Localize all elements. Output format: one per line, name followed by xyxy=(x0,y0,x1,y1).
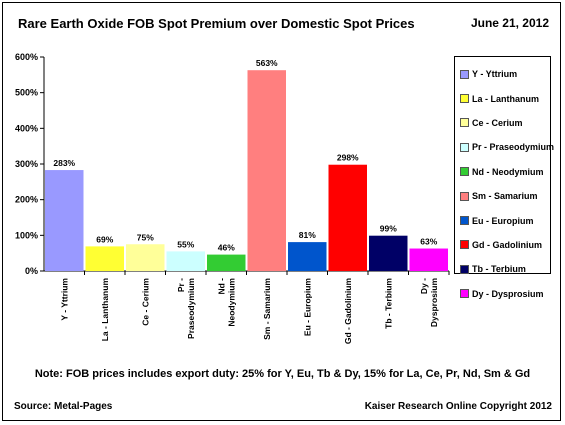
chart-date: June 21, 2012 xyxy=(470,16,549,30)
data-label: 46% xyxy=(218,243,235,253)
x-tick-label: Pr -Praseodymium xyxy=(176,278,196,339)
legend-label: Sm - Samarium xyxy=(472,191,538,202)
legend-swatch xyxy=(460,216,469,226)
legend-label: Gd - Gadolinium xyxy=(472,239,542,250)
legend-item: Nd - Neodymium xyxy=(455,160,550,184)
bar xyxy=(328,164,367,271)
bar xyxy=(207,254,246,271)
bar xyxy=(369,235,408,271)
legend-swatch xyxy=(460,264,469,274)
legend-item: Ce - Cerium xyxy=(455,111,550,135)
data-label: 298% xyxy=(337,153,359,163)
legend-label: Pr - Praseodymium xyxy=(472,142,555,153)
legend-label: Y - Yttrium xyxy=(472,69,518,80)
y-tick-label: 500% xyxy=(15,88,38,98)
legend-label: Nd - Neodymium xyxy=(472,166,544,177)
data-label: 69% xyxy=(96,234,113,244)
y-tick-label: 100% xyxy=(15,230,38,240)
legend-item: Gd - Gadolinium xyxy=(455,233,550,257)
legend-item: Sm - Samarium xyxy=(455,184,550,208)
bar xyxy=(166,251,205,271)
copyright-label: Kaiser Research Online Copyright 2012 xyxy=(364,401,552,412)
legend-swatch xyxy=(460,167,469,177)
footnote: Note: FOB prices includes export duty: 2… xyxy=(34,368,531,380)
legend-swatch xyxy=(460,118,469,128)
legend-swatch xyxy=(460,289,469,299)
data-label: 99% xyxy=(380,224,397,234)
data-label: 283% xyxy=(53,158,75,168)
legend-item: Y - Yttrium xyxy=(455,62,550,86)
legend-swatch xyxy=(460,240,469,250)
source-label: Source: Metal-Pages xyxy=(14,401,113,412)
x-tick-label: Ce - Cerium xyxy=(140,278,150,326)
legend-label: Dy - Dysprosium xyxy=(472,288,544,299)
x-tick-label: La - Lanthanum xyxy=(100,278,110,342)
chart-legend: Y - Yttrium La - Lanthanum Ce - Cerium Pr -… xyxy=(454,56,554,299)
data-label: 81% xyxy=(299,230,316,240)
x-tick-label: Eu - Europium xyxy=(302,278,312,337)
y-tick-label: 200% xyxy=(15,195,38,205)
x-tick-label: Gd - Gadolinium xyxy=(343,278,353,345)
legend-item: Dy - Dysprosium xyxy=(455,282,550,306)
chart-title: Rare Earth Oxide FOB Spot Premium over D… xyxy=(18,16,415,31)
data-label: 55% xyxy=(177,239,194,249)
y-tick-label: 600% xyxy=(15,52,38,62)
y-tick-label: 300% xyxy=(15,159,38,169)
y-tick-label: 400% xyxy=(15,123,38,133)
legend-swatch xyxy=(460,69,469,79)
data-label: 75% xyxy=(137,232,154,242)
x-tick-label: Tb - Terbium xyxy=(383,278,393,329)
bar xyxy=(45,170,84,271)
bar xyxy=(85,246,124,271)
bar xyxy=(247,70,286,272)
data-label: 563% xyxy=(256,58,278,68)
y-tick-label: 0% xyxy=(25,266,38,276)
legend-item: Eu - Europium xyxy=(455,208,550,232)
bar xyxy=(288,242,327,271)
legend-label: Eu - Europium xyxy=(472,215,534,226)
x-tick-label: Nd -Neodymium xyxy=(216,278,236,327)
bar xyxy=(409,248,448,271)
x-tick-label: Y - Yttrium xyxy=(59,278,69,321)
bar xyxy=(126,244,165,271)
data-label: 63% xyxy=(420,237,437,247)
legend-item: Tb - Terbium xyxy=(455,257,550,281)
legend-label: Ce - Cerium xyxy=(472,117,523,128)
legend-swatch xyxy=(460,191,469,201)
legend-item: Pr - Praseodymium xyxy=(455,135,554,159)
legend-swatch xyxy=(460,142,469,152)
legend-label: Tb - Terbium xyxy=(472,264,526,275)
x-tick-label: Sm - Samarium xyxy=(262,278,272,340)
legend-item: La - Lanthanum xyxy=(455,86,550,110)
legend-swatch xyxy=(460,94,469,104)
x-tick-label: Dy -Dysprosium xyxy=(419,278,439,328)
legend-label: La - Lanthanum xyxy=(472,93,539,104)
